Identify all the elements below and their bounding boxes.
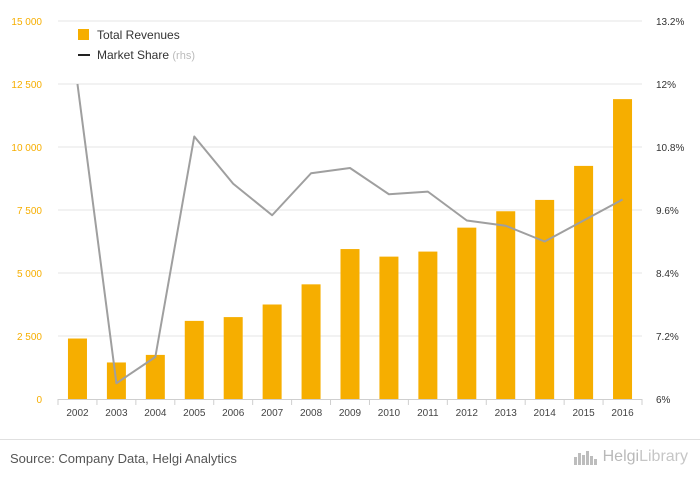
bar bbox=[613, 99, 633, 400]
bar-series bbox=[67, 99, 633, 400]
bar bbox=[301, 284, 321, 399]
brand-logo: HelgiLibrary bbox=[573, 448, 688, 466]
bar bbox=[67, 338, 87, 399]
x-tick-label: 2009 bbox=[339, 408, 362, 419]
right-tick-label: 6% bbox=[656, 395, 671, 406]
right-tick-label: 7.2% bbox=[656, 332, 679, 343]
source-note: Source: Company Data, Helgi Analytics bbox=[10, 451, 237, 466]
x-tick-label: 2006 bbox=[222, 408, 245, 419]
x-tick-label: 2014 bbox=[534, 408, 557, 419]
legend-label-total-revenues: Total Revenues bbox=[97, 28, 180, 42]
right-tick-label: 12% bbox=[656, 80, 676, 91]
line-series bbox=[76, 83, 624, 385]
right-tick-label: 8.4% bbox=[656, 269, 679, 280]
brand-thin: Library bbox=[639, 448, 688, 465]
bar bbox=[496, 211, 516, 399]
left-axis-ticks: 0 2 500 5 000 7 500 10 000 12 500 15 000 bbox=[11, 17, 42, 406]
left-tick-label: 12 500 bbox=[11, 80, 42, 91]
bar bbox=[379, 256, 399, 399]
right-tick-label: 10.8% bbox=[656, 143, 684, 154]
right-tick-label: 9.6% bbox=[656, 206, 679, 217]
x-tick-label: 2011 bbox=[417, 408, 439, 419]
bar bbox=[184, 320, 204, 399]
x-tick-label: 2002 bbox=[66, 408, 89, 419]
legend: Total Revenues Market Share (rhs) bbox=[78, 28, 195, 62]
left-tick-label: 7 500 bbox=[17, 206, 42, 217]
x-tick-label: 2010 bbox=[378, 408, 401, 419]
bar bbox=[262, 304, 282, 399]
bar bbox=[457, 227, 477, 399]
bar bbox=[340, 249, 360, 399]
x-tick-label: 2005 bbox=[183, 408, 206, 419]
x-tick-label: 2008 bbox=[300, 408, 323, 419]
left-tick-label: 10 000 bbox=[11, 143, 42, 154]
bar bbox=[223, 317, 243, 399]
legend-label-market-share: Market Share (rhs) bbox=[97, 48, 195, 62]
x-tick-label: 2004 bbox=[144, 408, 167, 419]
x-tick-label: 2015 bbox=[572, 408, 595, 419]
x-tick-label: 2007 bbox=[261, 408, 284, 419]
x-tick-label: 2003 bbox=[105, 408, 128, 419]
chart: 0 2 500 5 000 7 500 10 000 12 500 15 000 6% 7.2… bbox=[11, 17, 684, 419]
legend-swatch-total-revenues bbox=[78, 29, 89, 40]
footer-divider bbox=[0, 439, 700, 440]
x-tick-label: 2016 bbox=[611, 408, 634, 419]
left-tick-label: 5 000 bbox=[17, 269, 42, 280]
bar bbox=[535, 199, 555, 399]
x-tick-label: 2013 bbox=[495, 408, 518, 419]
x-tick-label: 2012 bbox=[456, 408, 479, 419]
brand-bold: Helgi bbox=[602, 448, 640, 465]
left-tick-label: 2 500 bbox=[17, 332, 42, 343]
right-tick-label: 13.2% bbox=[656, 17, 684, 28]
legend-rhs-suffix: (rhs) bbox=[172, 50, 195, 62]
bar bbox=[418, 251, 438, 399]
bar bbox=[574, 165, 594, 399]
helgi-logo-icon bbox=[573, 451, 597, 465]
x-axis: 2002 2003 2004 2005 2006 2007 2008 2009 2010 2011… bbox=[57, 399, 643, 419]
right-axis-ticks: 6% 7.2% 8.4% 9.6% 10.8% 12% 13.2% bbox=[656, 17, 684, 406]
bar bbox=[145, 354, 165, 399]
left-tick-label: 0 bbox=[36, 395, 42, 406]
left-tick-label: 15 000 bbox=[11, 17, 42, 28]
